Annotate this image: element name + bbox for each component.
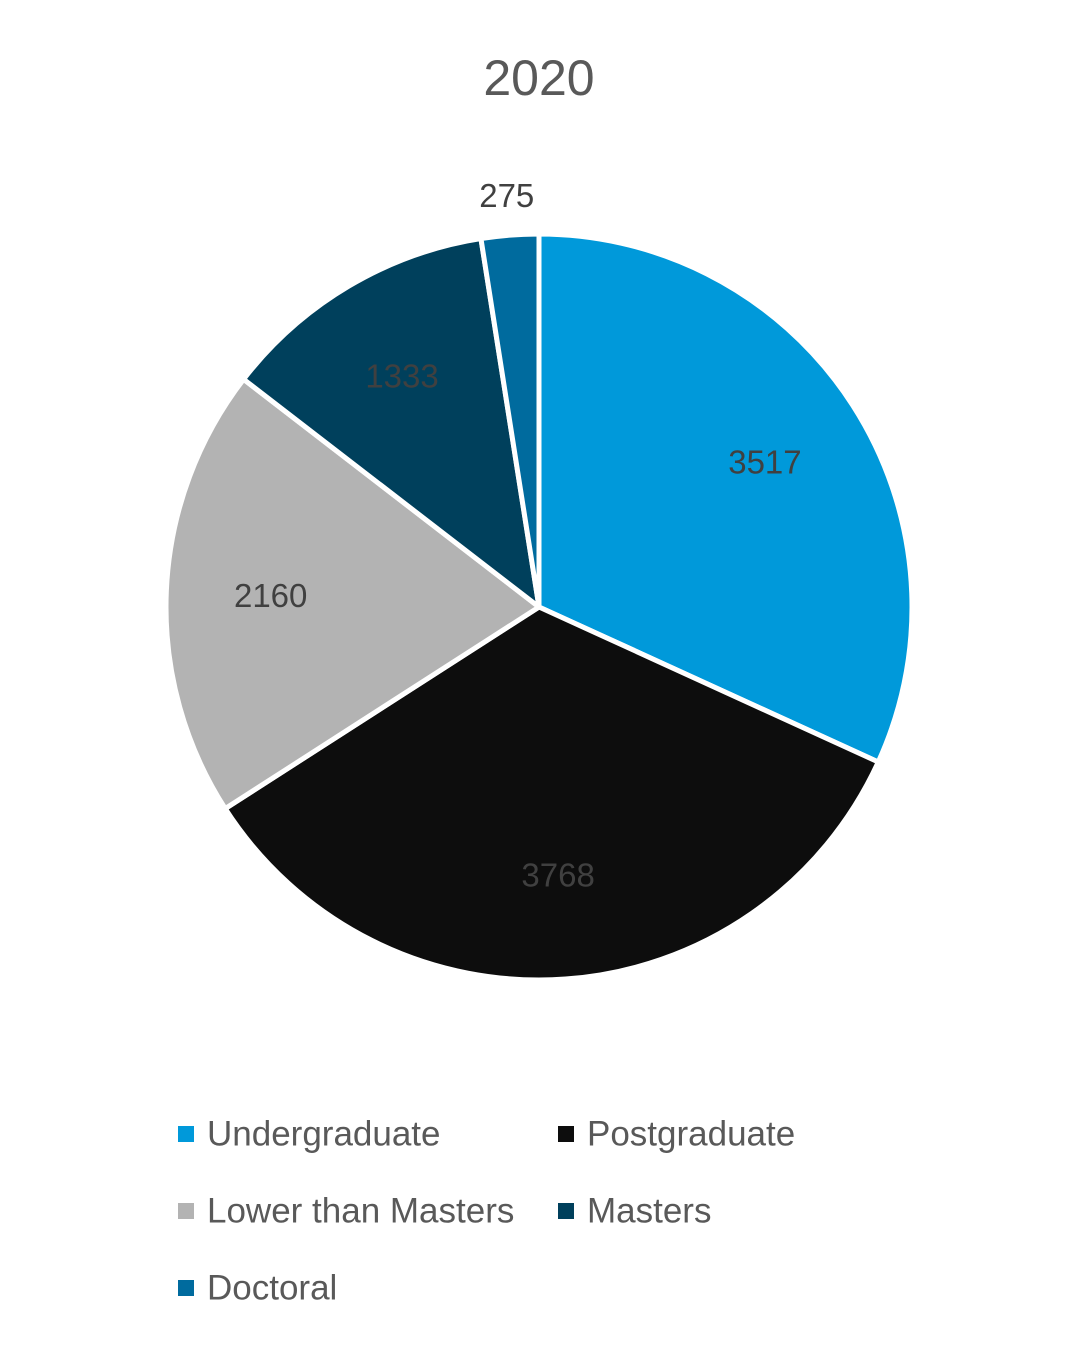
data-label-lower-than-masters: 2160 — [234, 577, 307, 614]
legend-label: Undergraduate — [207, 1115, 441, 1154]
data-label-undergraduate: 3517 — [728, 443, 801, 480]
legend-item-postgraduate: Postgraduate — [558, 1115, 795, 1154]
legend-label: Masters — [587, 1192, 711, 1231]
legend-item-masters: Masters — [558, 1192, 711, 1231]
legend-swatch — [178, 1280, 194, 1296]
legend-swatch — [558, 1126, 574, 1142]
data-labels: 3517 3768 2160 1333 275 — [234, 177, 802, 894]
legend-swatch — [178, 1203, 194, 1219]
legend-swatch — [178, 1126, 194, 1142]
pie-slices — [163, 231, 915, 983]
legend-item-doctoral: Doctoral — [178, 1269, 337, 1308]
pie-slice-undergraduate — [536, 231, 915, 765]
pie-slice-doctoral — [478, 231, 542, 610]
pie-slice-masters — [241, 236, 542, 610]
legend: Undergraduate Postgraduate Lower than Mast… — [178, 1115, 795, 1308]
legend-label: Doctoral — [207, 1269, 337, 1308]
legend-item-lower-than-masters: Lower than Masters — [178, 1192, 514, 1231]
legend-swatch — [558, 1203, 574, 1219]
legend-item-undergraduate: Undergraduate — [178, 1115, 441, 1154]
pie-slice-postgraduate — [222, 604, 881, 983]
pie-slice-lower-than-masters — [163, 376, 542, 812]
data-label-masters: 1333 — [365, 357, 438, 394]
chart-title: 2020 — [483, 50, 594, 106]
data-label-doctoral: 275 — [479, 177, 534, 214]
legend-label: Lower than Masters — [207, 1192, 514, 1231]
legend-label: Postgraduate — [587, 1115, 795, 1154]
data-label-postgraduate: 3768 — [521, 856, 594, 893]
